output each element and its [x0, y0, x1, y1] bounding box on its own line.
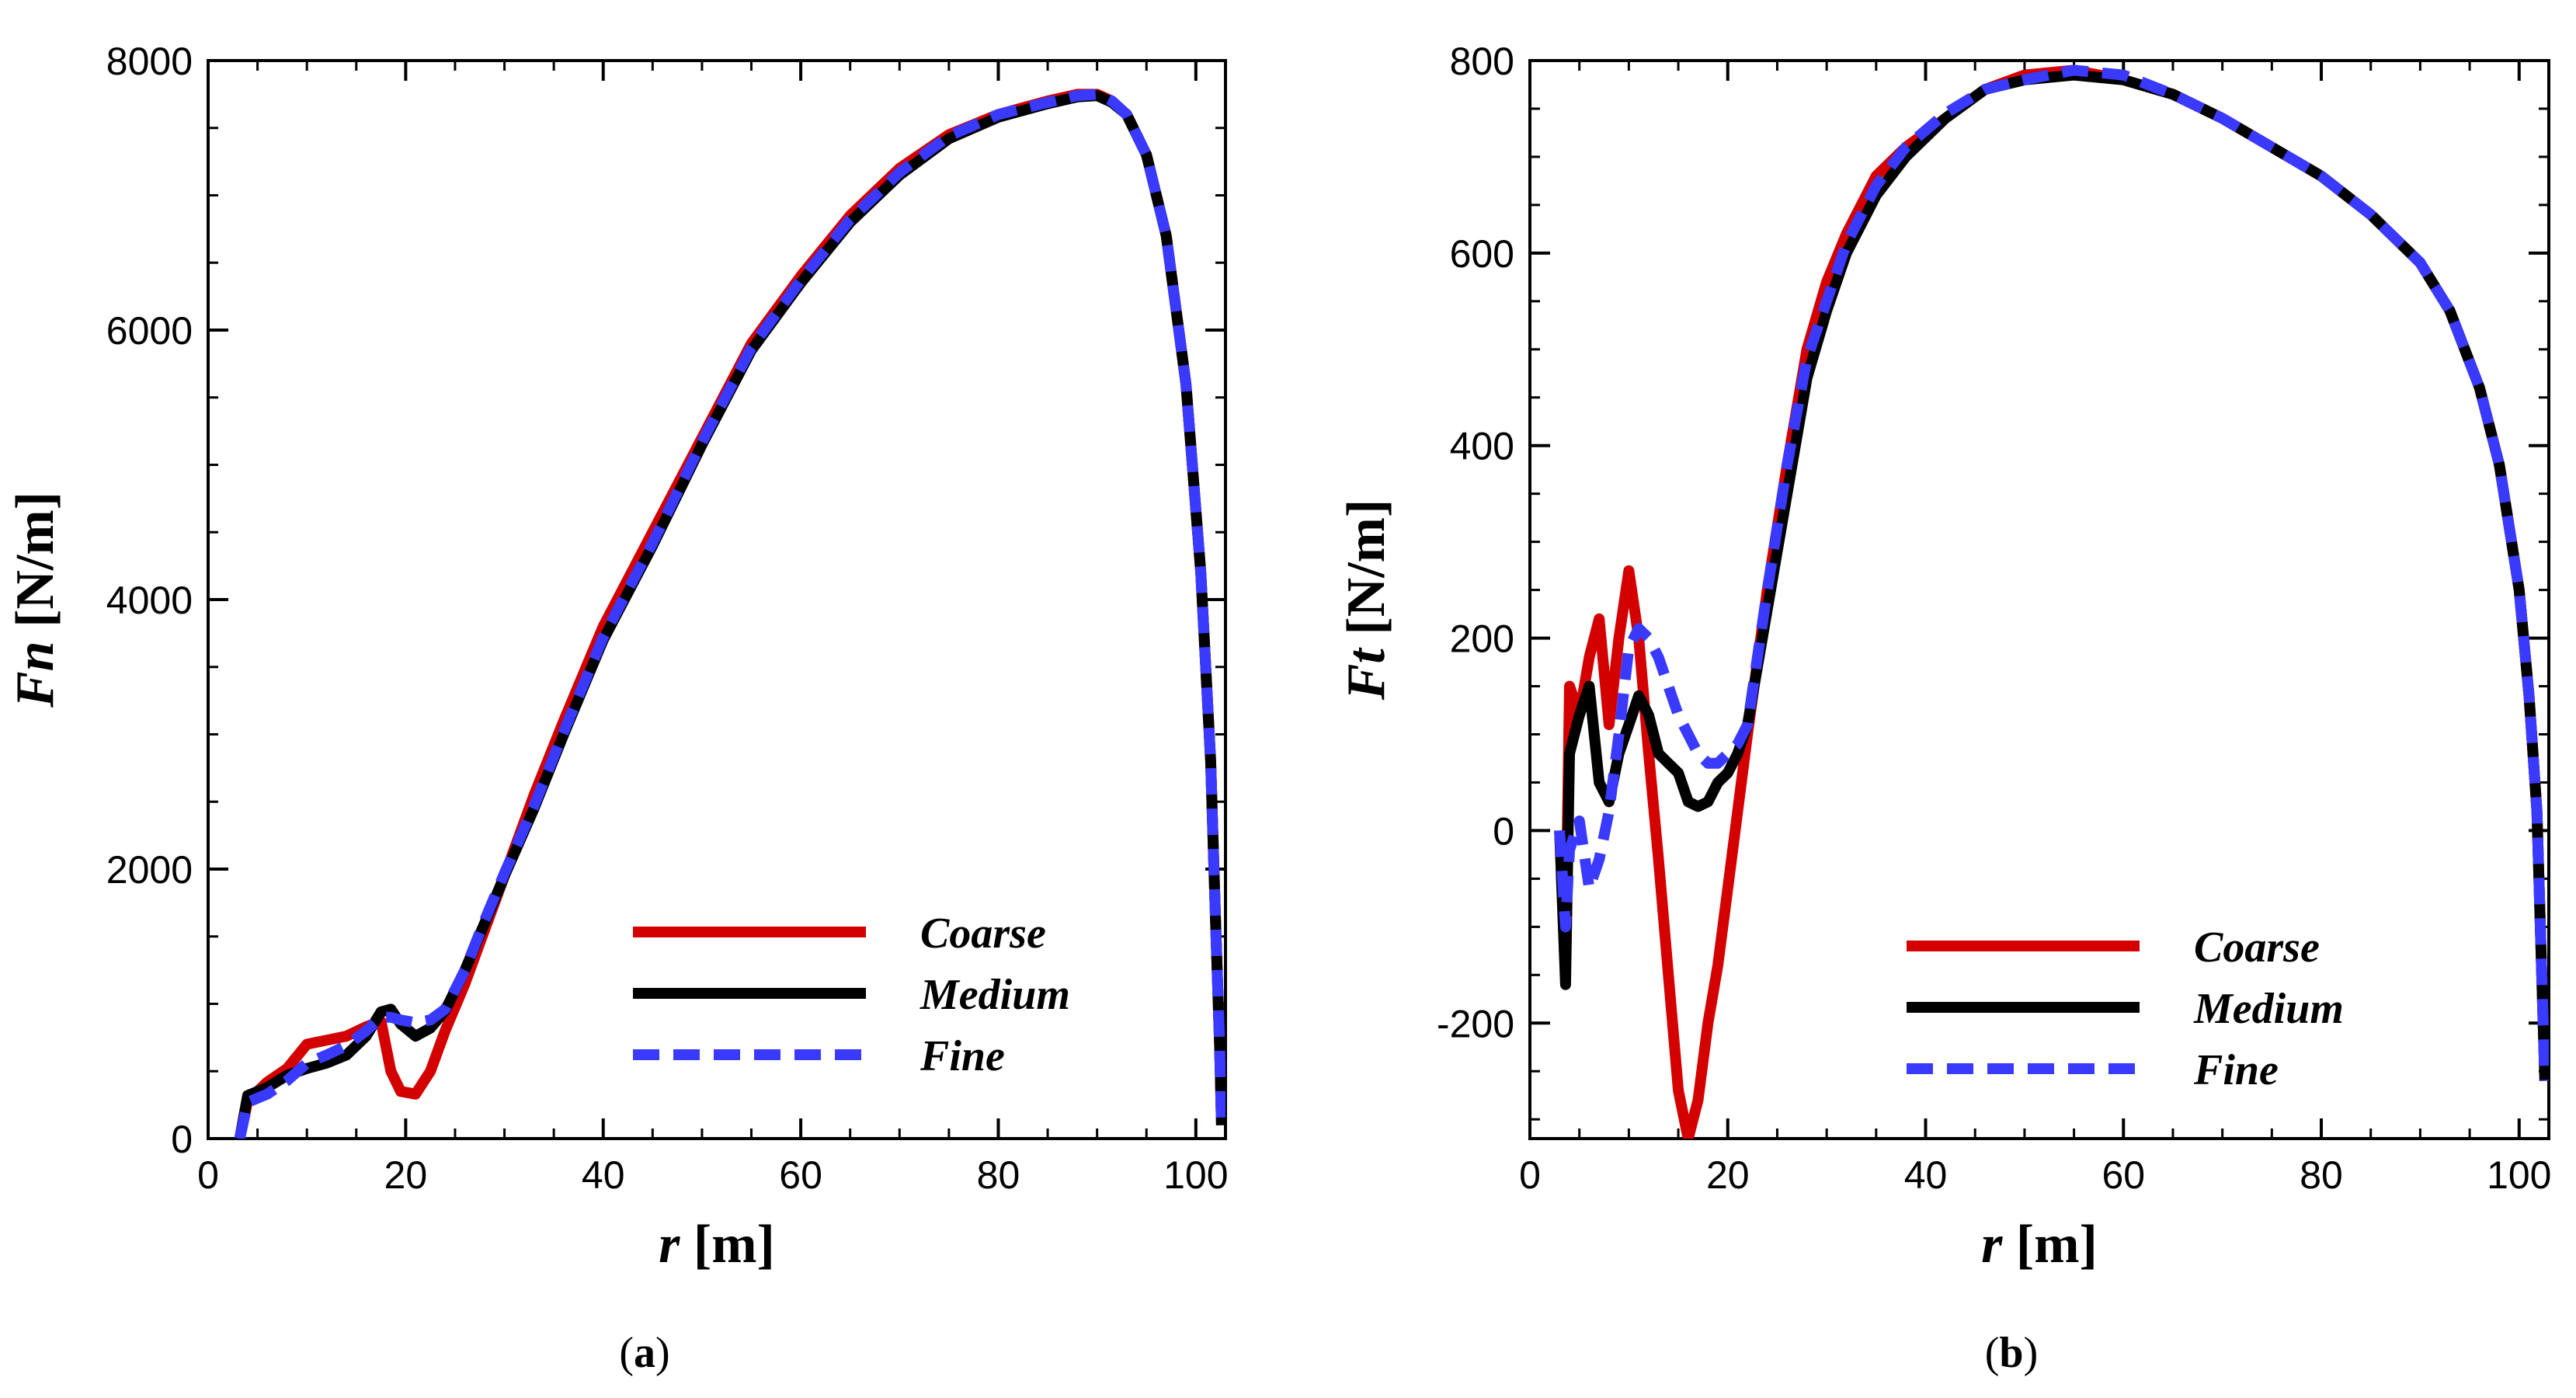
- legend-label-fine: Fine: [920, 1032, 1005, 1080]
- y-tick-label: 6000: [106, 309, 193, 353]
- x-axis-unit: [m]: [2002, 1215, 2097, 1275]
- y-tick-label: 2000: [106, 848, 193, 892]
- x-axis-title: r [m]: [1981, 1215, 2098, 1275]
- panel-caption: (a): [619, 1329, 669, 1377]
- legend-label-medium: Medium: [920, 971, 1070, 1019]
- legend: Coarse Medium Fine: [633, 909, 1070, 1080]
- y-axis-variable: Fn: [5, 641, 65, 708]
- x-tick-label: 20: [1706, 1153, 1750, 1197]
- y-axis-variable: Ft: [1337, 647, 1396, 701]
- y-tick-label: -200: [1437, 1002, 1514, 1045]
- plot-frame: [1528, 59, 2550, 1140]
- x-tick-label: 80: [2300, 1153, 2343, 1197]
- series-line-medium: [1554, 69, 2549, 1081]
- x-tick-label: 60: [779, 1153, 822, 1197]
- y-axis-title: Ft [N/m]: [1337, 499, 1396, 701]
- y-tick-label: 200: [1450, 617, 1514, 661]
- x-tick-label: 40: [582, 1153, 625, 1197]
- y-tick-label: 4000: [106, 579, 193, 622]
- x-tick-label: 0: [1519, 1153, 1541, 1197]
- x-axis-variable: r: [659, 1215, 680, 1275]
- legend-label-fine: Fine: [2193, 1046, 2279, 1094]
- y-tick-label: 400: [1450, 425, 1514, 468]
- panel-a: 0 20 40 60 80 100 0 2000 4000 6000 8000 r [m] Fn [N/…: [5, 40, 1229, 1377]
- legend-label-coarse: Coarse: [2194, 923, 2320, 972]
- series-line-fine: [234, 89, 1225, 1139]
- y-tick-label: 0: [1493, 809, 1514, 853]
- y-tick-label: 8000: [106, 40, 193, 83]
- x-axis-variable: r: [1981, 1215, 2003, 1275]
- x-axis-title: r [m]: [659, 1215, 775, 1275]
- y-axis-unit: [N/m]: [5, 492, 65, 641]
- panel-b: 0 20 40 60 80 100 -200 0 200 400 600 800 r [m] Ft [N/…: [1337, 40, 2552, 1377]
- x-tick-label: 100: [2487, 1153, 2551, 1197]
- x-tick-label: 80: [977, 1153, 1020, 1197]
- series-line-coarse: [234, 89, 1225, 1139]
- plot-frame: [207, 59, 1227, 1140]
- y-axis-unit: [N/m]: [1337, 499, 1396, 649]
- series-line-coarse: [1554, 64, 2549, 1139]
- y-axis-title: Fn [N/m]: [5, 492, 65, 708]
- panel-caption-letter: b: [1999, 1329, 2023, 1377]
- y-tick-label: 600: [1450, 232, 1514, 276]
- x-tick-label: 40: [1904, 1153, 1948, 1197]
- x-tick-label: 20: [384, 1153, 428, 1197]
- legend-label-coarse: Coarse: [920, 909, 1046, 958]
- x-axis-unit: [m]: [680, 1215, 774, 1275]
- legend-label-medium: Medium: [2193, 985, 2344, 1033]
- series-line-fine: [1554, 64, 2549, 1081]
- legend: Coarse Medium Fine: [1907, 923, 2344, 1094]
- x-tick-label: 60: [2101, 1153, 2145, 1197]
- series-line-medium: [234, 90, 1225, 1139]
- panel-caption-letter: a: [634, 1329, 655, 1377]
- x-tick-label: 0: [197, 1153, 219, 1197]
- y-tick-label: 0: [171, 1118, 193, 1161]
- y-tick-label: 800: [1450, 40, 1514, 83]
- panel-caption: (b): [1985, 1329, 2038, 1377]
- x-tick-label: 100: [1163, 1153, 1228, 1197]
